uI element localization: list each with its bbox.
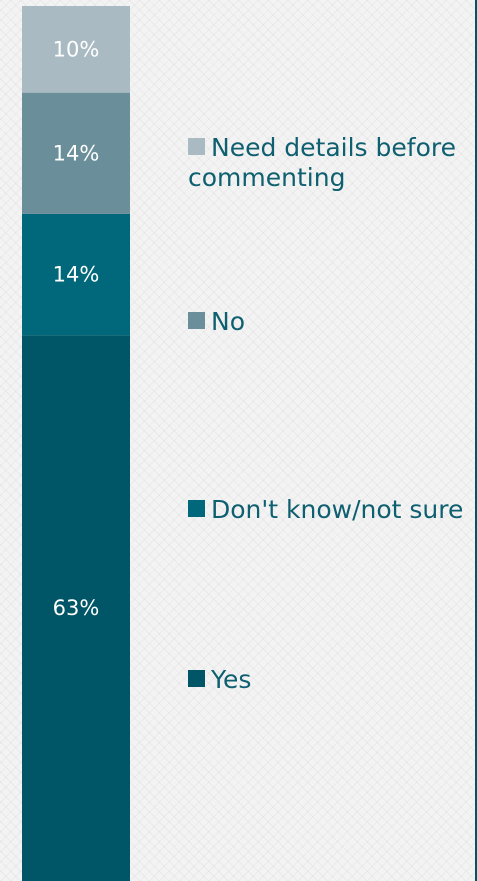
legend-item-yes: Yes [188,665,468,695]
bar-segment-yes [22,335,130,881]
legend-item-no: No [188,307,468,337]
data-label-yes: 63% [53,596,100,620]
legend-label: Yes [211,665,252,694]
legend-item-need-details: Need details before commenting [188,133,468,193]
bar-segment-no [22,92,130,214]
slide-edge [475,0,477,881]
legend-item-dont-know: Don't know/not sure [188,495,468,525]
legend-label: Don't know/not sure [211,495,464,524]
legend-swatch-icon [188,670,205,687]
bar-segment-need-details-before-commenting [22,6,130,93]
legend-swatch-icon [188,312,205,329]
data-label-don-t-know-not-sure: 14% [53,263,100,287]
legend-label: Need details before commenting [188,133,456,192]
legend-swatch-icon [188,500,205,517]
data-label-no: 14% [53,141,100,165]
legend-swatch-icon [188,138,205,155]
legend-label: No [211,307,245,336]
data-label-need-details-before-commenting: 10% [53,37,100,61]
bar-segment-don-t-know-not-sure [22,213,130,336]
